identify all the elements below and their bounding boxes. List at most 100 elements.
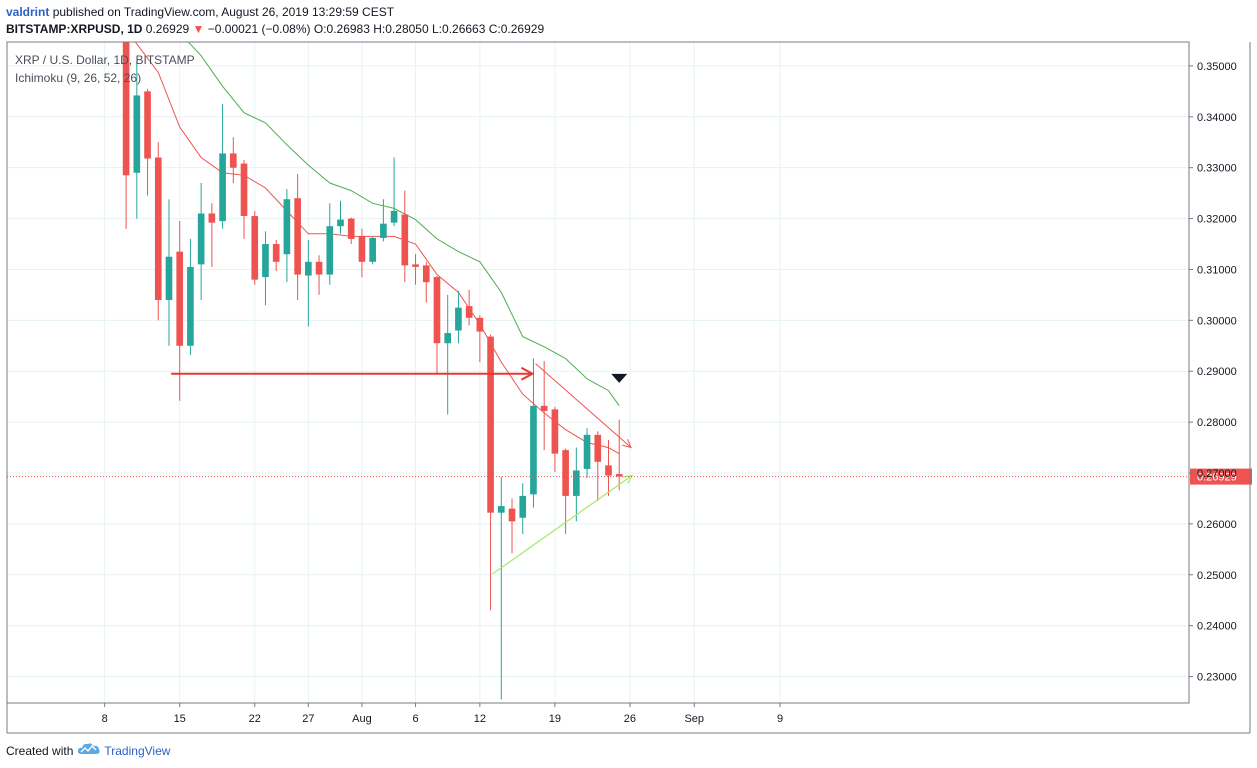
y-tick-label: 0.26000: [1197, 519, 1237, 531]
x-tick-label: 15: [174, 713, 186, 725]
down-triangle-icon: ▼: [192, 22, 205, 36]
chart-frame: [6, 41, 1251, 734]
candle: [208, 203, 216, 267]
candle: [197, 182, 205, 300]
candle: [497, 477, 505, 700]
candle-body: [487, 336, 494, 513]
time-axis[interactable]: 8 15 22 27 Aug 6 12 19 26 Sep 9: [102, 703, 783, 725]
candle-body: [229, 153, 237, 168]
candle-body: [530, 405, 537, 495]
candle: [390, 157, 398, 227]
candle-body: [401, 214, 409, 266]
price-axis[interactable]: 0.23000 0.24000 0.25000 0.26000 0.27000 0.280…: [1189, 61, 1237, 684]
drawings: [171, 363, 634, 575]
candle: [551, 406, 559, 472]
x-tick-label: Aug: [352, 713, 372, 725]
resistance-trendline: [535, 363, 632, 448]
candle-body: [497, 506, 505, 513]
candle-body: [358, 236, 366, 262]
x-tick-label: 22: [249, 713, 261, 725]
candle-body: [262, 244, 269, 278]
candle-body: [540, 405, 548, 411]
candle-body: [272, 244, 280, 262]
candle-body: [347, 218, 355, 239]
candle-body: [165, 256, 173, 300]
candle: [315, 255, 323, 295]
candle: [358, 228, 366, 278]
legend-symbol-title: XRP / U.S. Dollar, 1D, BITSTAMP: [15, 53, 195, 67]
candle-body: [551, 409, 559, 454]
down-marker-icon: [611, 373, 628, 383]
candle: [294, 173, 301, 300]
candle-body: [326, 226, 334, 275]
candle-body: [583, 434, 591, 469]
candle: [487, 334, 494, 611]
created-with-text: Created with: [6, 743, 74, 758]
candle-body: [380, 223, 387, 238]
candle: [305, 239, 312, 327]
y-tick-label: 0.25000: [1197, 570, 1237, 582]
candle: [326, 203, 334, 285]
candle-body: [508, 508, 516, 522]
candle: [283, 189, 291, 283]
footer: Created with TradingView: [6, 742, 170, 759]
candle: [144, 88, 151, 196]
candle-body: [369, 237, 376, 262]
candle-body: [240, 163, 248, 217]
candle-body: [315, 261, 323, 275]
y-tick-label: 0.32000: [1197, 214, 1237, 226]
candle: [251, 210, 259, 285]
candle: [401, 190, 409, 283]
grid: [7, 42, 1189, 703]
price-change: −0.00021 (−0.08%): [207, 22, 311, 36]
y-tick-label: 0.24000: [1197, 621, 1237, 633]
plot-border: [6, 41, 1190, 704]
candle-body: [476, 317, 484, 332]
candle-body: [208, 213, 216, 223]
low-label: L:: [432, 22, 443, 36]
candle-body: [615, 474, 623, 477]
last-price-line: 0.26929: [7, 468, 1252, 485]
candle: [573, 447, 580, 522]
y-tick-label: 0.28000: [1197, 417, 1237, 429]
x-tick-label: 26: [624, 713, 636, 725]
candle: [465, 289, 473, 326]
symbol-interval[interactable]: BITSTAMP:XRPUSD, 1D: [6, 22, 143, 36]
candle-body: [294, 198, 301, 275]
last-price: 0.26929: [145, 22, 190, 36]
candle: [262, 231, 269, 306]
close-value: 0.26929: [500, 22, 545, 36]
low-value: 0.26663: [442, 22, 486, 36]
candle: [476, 315, 484, 363]
chart-legend: XRP / U.S. Dollar, 1D, BITSTAMP Ichimoku…: [15, 53, 195, 85]
y-tick-label: 0.34000: [1197, 112, 1237, 124]
candle: [562, 448, 569, 535]
candle: [369, 236, 376, 265]
candle: [615, 419, 623, 491]
candle: [122, 42, 130, 229]
candle-body: [455, 307, 462, 331]
open-value: 0.26983: [326, 22, 370, 36]
candle: [519, 483, 527, 535]
x-tick-label: Sep: [684, 713, 704, 725]
candle-body: [605, 465, 612, 476]
author-name[interactable]: valdrint: [6, 5, 50, 19]
tradingview-brand[interactable]: TradingView: [104, 743, 171, 758]
high-value: 0.28050: [385, 22, 429, 36]
y-tick-label: 0.30000: [1197, 315, 1237, 327]
candle-body: [305, 261, 312, 276]
x-tick-label: 12: [474, 713, 486, 725]
published-info: valdrint published on TradingView.com, A…: [6, 4, 394, 20]
candle: [219, 104, 226, 229]
candle: [455, 290, 462, 344]
candle: [380, 199, 387, 242]
support-trendline: [492, 475, 633, 575]
candle: [165, 199, 173, 346]
candle-body: [154, 157, 162, 300]
candles: [122, 42, 623, 700]
candle-body: [251, 216, 259, 280]
legend-indicator: Ichimoku (9, 26, 52, 26): [15, 71, 141, 85]
candle: [229, 137, 237, 183]
published-text: published on TradingView.com, August 26,…: [52, 5, 395, 19]
